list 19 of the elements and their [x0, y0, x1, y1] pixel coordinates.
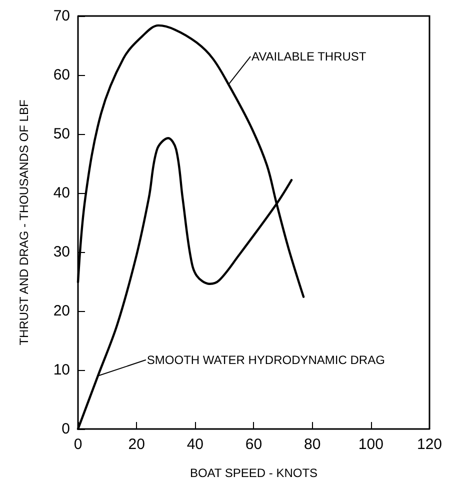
x-tick-label: 120	[416, 436, 442, 453]
annotation: AVAILABLE THRUST	[252, 49, 367, 64]
x-axis-title: BOAT SPEED - KNOTS	[190, 466, 318, 480]
x-tick-label: 100	[358, 436, 384, 453]
y-tick-label: 30	[53, 244, 70, 260]
annotation: SMOOTH WATER HYDRODYNAMIC DRAG	[146, 352, 385, 367]
y-tick-label: 40	[53, 184, 70, 202]
x-tick-label: 40	[186, 436, 204, 453]
y-tick-label: 60	[53, 66, 70, 84]
y-tick-label: 50	[53, 126, 70, 142]
x-tick-label: 0	[74, 436, 82, 453]
y-tick-label: 70	[53, 8, 70, 24]
y-tick-label: 0	[62, 420, 70, 438]
y-tick-label: 20	[53, 302, 70, 320]
x-tick-label: 20	[128, 436, 145, 453]
y-tick-label: 10	[53, 362, 70, 378]
x-tick-label: 60	[245, 436, 262, 453]
x-tick-label: 80	[304, 436, 321, 453]
y-axis-title: THRUST AND DRAG - THOUSANDS OF LBF	[17, 100, 31, 346]
